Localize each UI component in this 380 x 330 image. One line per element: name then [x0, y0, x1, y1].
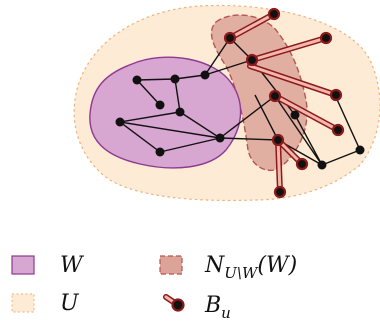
- purple-square-icon: [11, 255, 35, 275]
- legend-label-u: U: [60, 291, 80, 316]
- b-nodes: [223, 7, 345, 199]
- legend-label-b: Bu: [204, 293, 231, 322]
- b-node: [319, 31, 333, 45]
- lollipop-icon: [163, 294, 185, 312]
- graph-node: [355, 145, 365, 155]
- graph-node: [155, 147, 165, 157]
- neighborhood-region: [210, 14, 308, 171]
- b-node: [223, 31, 237, 45]
- b-edge: [227, 11, 277, 41]
- graph-node: [175, 107, 185, 117]
- b-edge: [247, 63, 339, 98]
- b-node: [331, 123, 345, 137]
- dotted-orange-square-icon: [11, 293, 35, 313]
- b-edge: [272, 93, 341, 133]
- b-node: [295, 157, 309, 171]
- graph-node: [155, 100, 165, 110]
- b-node: [267, 7, 281, 21]
- b-node: [271, 133, 285, 147]
- b-node: [273, 185, 287, 199]
- b-node: [245, 53, 259, 67]
- b-node: [329, 88, 343, 102]
- legend: W U NU\W(W) Bu: [11, 253, 297, 322]
- graph-node: [200, 70, 210, 80]
- graph-node: [115, 117, 125, 127]
- graph-edges: [119, 37, 361, 166]
- b-edge: [249, 35, 329, 63]
- legend-label-n: NU\W(W): [204, 253, 297, 282]
- graph-node: [170, 74, 180, 84]
- b-edge: [275, 137, 283, 195]
- graph-nodes: [115, 70, 365, 170]
- graph-node: [215, 133, 225, 143]
- graph-node: [290, 110, 300, 120]
- b-edges: [227, 11, 341, 195]
- legend-label-w: W: [60, 253, 85, 278]
- graph-node: [132, 75, 142, 85]
- graph-node: [317, 160, 327, 170]
- dashed-brown-square-icon: [159, 255, 183, 275]
- b-node: [268, 89, 282, 103]
